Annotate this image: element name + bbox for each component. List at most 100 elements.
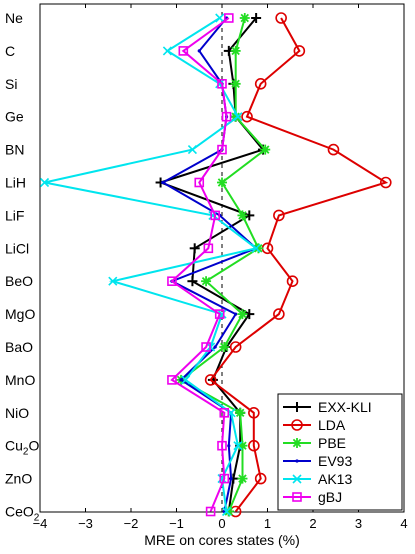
category-label: LiF xyxy=(5,207,24,223)
data-point xyxy=(39,177,50,188)
legend-label: PBE xyxy=(318,435,346,451)
category-label: LiH xyxy=(5,175,26,191)
data-point xyxy=(217,440,227,451)
data-point xyxy=(201,342,211,352)
legend-label: gBJ xyxy=(318,489,342,505)
series-line xyxy=(170,17,230,512)
data-point xyxy=(210,210,220,221)
legend-marker xyxy=(292,492,302,502)
data-point xyxy=(241,110,253,123)
legend-label: EXX-KLI xyxy=(318,399,372,415)
data-point xyxy=(254,78,267,90)
category-label: BeO xyxy=(5,273,33,289)
x-axis-title: MRE on cores states (%) xyxy=(144,532,300,548)
legend-box xyxy=(277,393,403,511)
data-point xyxy=(379,176,392,189)
legend-entry-exx-kli: EXX-KLI xyxy=(283,399,372,415)
category-label: CeO2 xyxy=(5,504,40,524)
data-point xyxy=(221,506,232,517)
x-tick-label: 2 xyxy=(309,516,316,531)
data-point xyxy=(189,243,200,254)
data-point xyxy=(194,177,205,188)
series-gbj xyxy=(167,13,234,517)
data-point xyxy=(215,13,225,23)
x-tick-label: 1 xyxy=(264,516,271,531)
data-point xyxy=(187,276,198,287)
legend-marker xyxy=(291,419,303,431)
data-point xyxy=(217,144,227,155)
category-label: LiCl xyxy=(5,240,29,256)
x-tick-label: −4 xyxy=(33,516,48,531)
data-point xyxy=(187,145,197,155)
category-label: BaO xyxy=(5,339,33,355)
data-point xyxy=(237,309,248,320)
category-label: MgO xyxy=(5,306,35,322)
data-point xyxy=(233,112,243,122)
series-layer xyxy=(39,12,392,518)
data-point xyxy=(217,177,227,188)
data-point xyxy=(167,276,177,287)
series-line xyxy=(209,17,389,513)
category-label: C xyxy=(5,43,15,59)
data-point xyxy=(273,308,285,320)
data-point xyxy=(234,312,238,316)
data-point xyxy=(161,180,165,185)
legend-label: AK13 xyxy=(318,471,352,487)
data-point xyxy=(229,341,242,353)
data-point xyxy=(251,243,261,253)
data-point xyxy=(219,407,230,418)
legend: EXX-KLI LDA PBE EV93 AK13 gBJ xyxy=(277,393,403,511)
data-point xyxy=(237,473,248,484)
data-point xyxy=(217,79,227,89)
x-tick-label: 0 xyxy=(218,516,225,531)
data-point xyxy=(221,111,232,122)
legend-entry-gbj: gBJ xyxy=(283,489,342,505)
data-point xyxy=(260,144,271,155)
category-label: NiO xyxy=(5,405,29,421)
data-point xyxy=(230,45,241,56)
category-label: MnO xyxy=(5,372,35,388)
data-point xyxy=(204,374,217,386)
legend-entry-ev93: EV93 xyxy=(283,453,352,469)
x-tick-label: 3 xyxy=(355,516,362,531)
data-point xyxy=(233,441,243,451)
category-label: ZnO xyxy=(5,471,32,487)
data-point xyxy=(167,375,177,385)
data-point xyxy=(108,276,118,286)
data-point xyxy=(213,345,217,349)
data-point xyxy=(327,143,340,156)
series-ev93 xyxy=(160,16,258,514)
legend-marker xyxy=(292,474,302,484)
data-point xyxy=(181,375,191,385)
x-tick-label: −1 xyxy=(169,516,184,531)
data-point xyxy=(227,444,231,448)
data-point xyxy=(235,407,246,418)
data-point xyxy=(275,12,287,24)
x-tick-label: −3 xyxy=(78,516,93,531)
data-point xyxy=(273,209,285,222)
series-line xyxy=(179,17,267,512)
legend-entry-ak13: AK13 xyxy=(283,471,352,487)
data-point xyxy=(197,49,201,53)
category-label: Si xyxy=(5,76,17,92)
data-point xyxy=(239,13,250,23)
data-point xyxy=(179,378,183,382)
legend-marker xyxy=(295,459,299,463)
category-label: Cu2O xyxy=(5,438,39,458)
data-point xyxy=(203,243,214,254)
data-point xyxy=(219,342,230,352)
legend-marker xyxy=(292,438,302,448)
legend-label: EV93 xyxy=(318,453,352,469)
series-ak13 xyxy=(39,13,261,517)
data-point xyxy=(214,309,225,319)
data-point xyxy=(162,46,172,56)
x-tick-label: 4 xyxy=(400,516,407,531)
data-point xyxy=(237,210,248,221)
data-point xyxy=(219,473,230,484)
legend-marker xyxy=(292,402,302,412)
data-point xyxy=(254,472,267,485)
data-point xyxy=(248,406,260,419)
legend-entry-pbe: PBE xyxy=(283,435,346,451)
series-line xyxy=(44,17,259,512)
